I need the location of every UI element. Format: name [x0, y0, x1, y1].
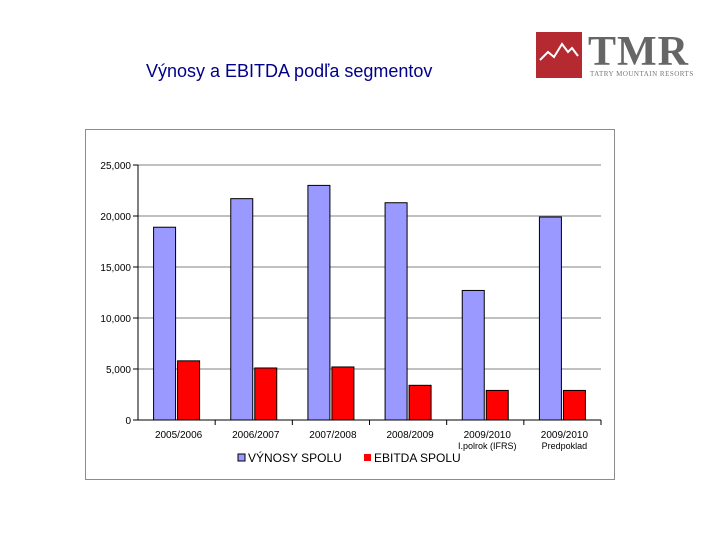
legend-swatch — [364, 454, 371, 461]
bar-vynosy — [461, 289, 485, 421]
slide-title: Výnosy a EBITDA podľa segmentov — [146, 61, 433, 81]
bar-ebitda — [177, 360, 201, 421]
x-tick-label: 2007/2008 — [309, 430, 357, 441]
x-tick-label: Predpoklad — [542, 441, 588, 451]
legend-label: EBITDA SPOLU — [374, 451, 461, 465]
x-tick-label: I.polrok (IFRS) — [458, 441, 517, 451]
bar-vynosy — [153, 226, 177, 421]
bar-vynosy — [230, 198, 254, 421]
bar-ebitda — [485, 389, 509, 421]
tmr-logo: TMR TATRY MOUNTAIN RESORTS — [536, 29, 698, 80]
bar-ebitda — [254, 367, 278, 421]
bar-vynosy — [307, 184, 331, 421]
legend-swatch — [237, 453, 246, 462]
logo-wordmark: TMR — [588, 29, 689, 75]
chart-frame: 0 5,000 10,000 15,000 20,000 25,000 2005/2006 2… — [85, 129, 615, 480]
mountain-logo-icon — [536, 32, 582, 78]
y-tick-label: 5,000 — [106, 365, 131, 376]
x-tick-label: 2009/2010 — [464, 430, 512, 441]
bar-ebitda — [331, 366, 355, 421]
legend-label: VÝNOSY SPOLU — [248, 450, 342, 465]
bar-vynosy — [384, 202, 408, 421]
y-tick-label: 10,000 — [100, 314, 131, 325]
x-tick-label: 2009/2010 — [541, 430, 589, 441]
bar-chart: 0 5,000 10,000 15,000 20,000 25,000 2005/2006 2… — [100, 161, 602, 465]
bar-vynosy — [538, 216, 562, 421]
x-tick-label: 2006/2007 — [232, 430, 280, 441]
y-tick-label: 25,000 — [100, 161, 131, 172]
x-tick-label: 2005/2006 — [155, 430, 203, 441]
bar-ebitda — [562, 389, 586, 421]
y-tick-label: 15,000 — [100, 263, 131, 274]
bar-ebitda — [408, 384, 432, 421]
y-tick-label: 20,000 — [100, 212, 131, 223]
x-tick-label: 2008/2009 — [386, 430, 434, 441]
y-tick-label: 0 — [125, 416, 131, 427]
logo-subtitle: TATRY MOUNTAIN RESORTS — [590, 70, 694, 78]
